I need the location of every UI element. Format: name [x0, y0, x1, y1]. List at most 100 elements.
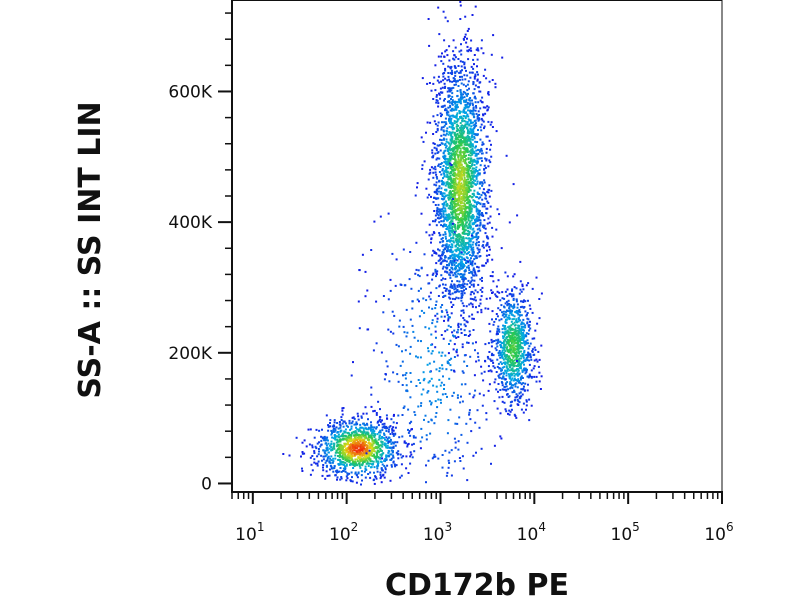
- scatter-point: [470, 219, 473, 222]
- scatter-point: [460, 290, 463, 293]
- scatter-point: [516, 394, 519, 397]
- scatter-point: [477, 244, 480, 247]
- scatter-point: [381, 436, 384, 438]
- scatter-point: [425, 231, 428, 234]
- scatter-point: [476, 212, 479, 215]
- scatter-point: [330, 429, 333, 432]
- scatter-point: [446, 264, 448, 266]
- scatter-point: [448, 178, 451, 181]
- scatter-point: [423, 160, 426, 163]
- scatter-point: [494, 293, 497, 296]
- scatter-point: [444, 77, 447, 80]
- scatter-point: [462, 250, 465, 253]
- scatter-point: [378, 434, 381, 437]
- scatter-point: [515, 379, 518, 382]
- scatter-point: [519, 354, 522, 357]
- scatter-point: [460, 314, 463, 317]
- scatter-point: [476, 192, 479, 195]
- scatter-point: [509, 346, 512, 349]
- scatter-point: [502, 347, 505, 350]
- scatter-point: [318, 450, 320, 453]
- scatter-point: [486, 105, 489, 108]
- scatter-point: [474, 296, 477, 299]
- scatter-point: [449, 261, 452, 264]
- scatter-point: [509, 334, 512, 337]
- scatter-point: [462, 311, 465, 314]
- scatter-point: [355, 474, 358, 477]
- scatter-point: [342, 434, 344, 437]
- scatter-point: [375, 456, 378, 459]
- scatter-point: [473, 77, 476, 80]
- scatter-point: [459, 251, 462, 254]
- scatter-point: [356, 476, 359, 479]
- scatter-point: [455, 241, 458, 244]
- scatter-point: [515, 298, 518, 301]
- scatter-point: [436, 270, 439, 273]
- scatter-point: [467, 267, 470, 269]
- scatter-point: [449, 233, 452, 236]
- scatter-point: [456, 227, 459, 230]
- scatter-point: [434, 168, 437, 171]
- scatter-point: [499, 356, 502, 359]
- scatter-point: [351, 459, 354, 462]
- scatter-point: [508, 374, 511, 377]
- scatter-point: [498, 291, 501, 294]
- scatter-point: [341, 438, 344, 441]
- scatter-point: [458, 144, 461, 147]
- scatter-point: [460, 53, 463, 56]
- scatter-point: [406, 443, 409, 446]
- scatter-point: [506, 316, 509, 319]
- scatter-point: [451, 102, 453, 105]
- scatter-point: [370, 466, 373, 469]
- scatter-point: [451, 103, 454, 106]
- scatter-point: [474, 289, 477, 292]
- scatter-point: [505, 366, 508, 369]
- scatter-point: [366, 462, 369, 465]
- scatter-point: [440, 126, 443, 129]
- scatter-point: [515, 351, 518, 354]
- scatter-point: [467, 279, 470, 282]
- scatter-point: [520, 327, 523, 330]
- scatter-point: [443, 104, 446, 107]
- scatter-point: [460, 43, 462, 46]
- scatter-point: [512, 336, 515, 339]
- scatter-point: [434, 330, 437, 333]
- scatter-point: [516, 356, 519, 359]
- scatter-point: [454, 265, 457, 268]
- scatter-point: [466, 249, 468, 252]
- scatter-point: [362, 422, 365, 425]
- scatter-point: [527, 342, 529, 345]
- scatter-point: [379, 431, 382, 434]
- scatter-point: [449, 206, 452, 209]
- scatter-point: [411, 324, 414, 327]
- scatter-point: [383, 460, 386, 462]
- scatter-point: [446, 219, 449, 222]
- scatter-point: [432, 456, 435, 459]
- scatter-point: [505, 313, 508, 316]
- scatter-point: [461, 186, 464, 189]
- scatter-point: [453, 460, 456, 463]
- scatter-point: [444, 256, 447, 259]
- scatter-point: [442, 244, 444, 247]
- scatter-point: [472, 108, 475, 111]
- scatter-point: [471, 215, 474, 218]
- scatter-point: [491, 318, 493, 321]
- scatter-point: [375, 440, 378, 443]
- scatter-point: [390, 465, 393, 468]
- scatter-point: [484, 307, 487, 310]
- scatter-point: [357, 456, 360, 459]
- scatter-point: [457, 283, 460, 286]
- scatter-point: [488, 184, 491, 187]
- scatter-point: [455, 234, 458, 237]
- scatter-point: [468, 138, 471, 141]
- scatter-point: [444, 270, 447, 273]
- scatter-point: [401, 414, 404, 416]
- scatter-point: [455, 80, 458, 83]
- scatter-point: [458, 224, 461, 227]
- scatter-point: [475, 234, 478, 237]
- scatter-point: [498, 373, 501, 376]
- scatter-point: [510, 324, 513, 327]
- scatter-point: [461, 60, 464, 63]
- scatter-point: [444, 69, 447, 72]
- scatter-point: [359, 435, 362, 438]
